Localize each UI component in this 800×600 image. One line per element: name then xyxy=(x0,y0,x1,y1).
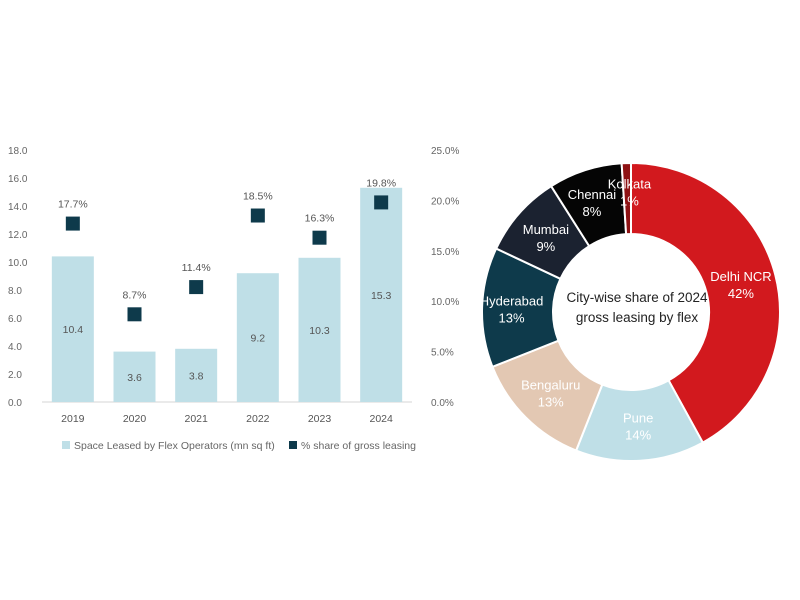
x-tick-label: 2024 xyxy=(369,413,393,425)
y2-tick-label: 5.0% xyxy=(431,348,454,359)
legend-label-bar: Space Leased by Flex Operators (mn sq ft… xyxy=(74,440,275,452)
marker-value-label: 18.5% xyxy=(243,191,273,203)
y-tick-label: 14.0 xyxy=(8,202,28,213)
donut-title-line-1: City-wise share of 2024 xyxy=(566,290,708,305)
bar-value-label: 3.8 xyxy=(189,370,204,382)
x-tick-label: 2019 xyxy=(61,413,85,425)
slice-percent-label: 13% xyxy=(499,310,525,325)
donut-labels: Delhi NCR 42% Pune 14% Bengaluru 13% Hyderabad… xyxy=(480,177,772,443)
marker-2019 xyxy=(65,216,80,231)
y-tick-label: 10.0 xyxy=(8,258,28,269)
y-axis-left: 0.0 2.0 4.0 6.0 8.0 10.0 12.0 14.0 16.0 18.0 xyxy=(8,146,28,409)
y-tick-label: 4.0 xyxy=(8,342,22,353)
x-tick-label: 2022 xyxy=(246,413,270,425)
y-tick-label: 2.0 xyxy=(8,370,22,381)
bar-2019 xyxy=(51,256,94,402)
slice-name-label: Kolkata xyxy=(608,177,652,192)
slice-name-label: Mumbai xyxy=(523,222,569,237)
marker-value-label: 11.4% xyxy=(182,262,211,274)
slice-name-label: Chennai xyxy=(568,187,617,202)
marker-2024 xyxy=(374,195,389,210)
legend-swatch-marker xyxy=(289,441,297,449)
y-tick-label: 6.0 xyxy=(8,314,22,325)
marker-value-label: 17.7% xyxy=(58,199,88,211)
y2-tick-label: 15.0% xyxy=(431,247,459,258)
bar-value-label: 10.4 xyxy=(63,324,84,336)
donut-title-line-2: gross leasing by flex xyxy=(576,310,699,325)
y-tick-label: 8.0 xyxy=(8,286,22,297)
y-tick-label: 12.0 xyxy=(8,230,28,241)
slice-percent-label: 1% xyxy=(620,194,639,209)
legend: Space Leased by Flex Operators (mn sq ft… xyxy=(62,440,416,452)
bar-chart: 0.0 2.0 4.0 6.0 8.0 10.0 12.0 14.0 16.0 18.0 0.0%… xyxy=(8,146,459,452)
x-tick-label: 2023 xyxy=(308,413,332,425)
bar-2020 xyxy=(113,351,156,402)
slice-percent-label: 14% xyxy=(625,427,651,442)
slice-name-label: Pune xyxy=(623,410,653,425)
y2-tick-label: 10.0% xyxy=(431,297,459,308)
y-tick-label: 0.0 xyxy=(8,398,22,409)
marker-value-label: 8.7% xyxy=(123,289,147,301)
donut-chart: Delhi NCR 42% Pune 14% Bengaluru 13% Hyderabad… xyxy=(480,161,781,462)
bar-series: 10.4 3.6 3.8 9.2 10.3 15.3 xyxy=(51,187,403,402)
slice-name-label: Hyderabad xyxy=(480,293,544,308)
legend-swatch-bar xyxy=(62,441,70,449)
marker-value-label: 16.3% xyxy=(305,213,335,225)
slice-percent-label: 42% xyxy=(728,286,754,301)
y-axis-right: 0.0% 5.0% 10.0% 15.0% 20.0% 25.0% xyxy=(431,146,459,409)
bar-value-label: 9.2 xyxy=(251,333,266,345)
y2-tick-label: 20.0% xyxy=(431,196,459,207)
bar-value-label: 3.6 xyxy=(127,372,142,384)
slice-kolkata xyxy=(620,161,632,236)
bar-2024 xyxy=(360,187,403,402)
slice-percent-label: 8% xyxy=(583,204,602,219)
bar-value-label: 15.3 xyxy=(371,290,392,302)
marker-2021 xyxy=(189,280,204,295)
slice-name-label: Delhi NCR xyxy=(710,269,771,284)
y-tick-label: 18.0 xyxy=(8,146,28,157)
y-tick-label: 16.0 xyxy=(8,174,28,185)
x-tick-label: 2021 xyxy=(184,413,208,425)
bar-2021 xyxy=(175,348,218,402)
marker-2023 xyxy=(312,230,327,245)
marker-2020 xyxy=(127,307,142,322)
marker-value-label: 19.8% xyxy=(366,177,396,189)
donut-slices xyxy=(481,161,781,462)
slice-delhi-ncr xyxy=(630,161,781,444)
marker-2022 xyxy=(250,208,265,223)
y2-tick-label: 25.0% xyxy=(431,146,459,157)
bar-value-label: 10.3 xyxy=(309,325,330,337)
slice-name-label: Bengaluru xyxy=(521,377,580,392)
x-tick-label: 2020 xyxy=(123,413,147,425)
bar-2023 xyxy=(298,257,341,402)
y2-tick-label: 0.0% xyxy=(431,398,454,409)
x-axis: 2019 2020 2021 2022 2023 2024 xyxy=(61,413,393,425)
legend-label-marker: % share of gross leasing xyxy=(301,440,416,452)
marker-series: 17.7% 8.7% 11.4% 18.5% 16.3% 19.8% xyxy=(58,177,396,322)
slice-percent-label: 9% xyxy=(536,239,555,254)
bar-2022 xyxy=(236,273,279,402)
slice-percent-label: 13% xyxy=(538,394,564,409)
